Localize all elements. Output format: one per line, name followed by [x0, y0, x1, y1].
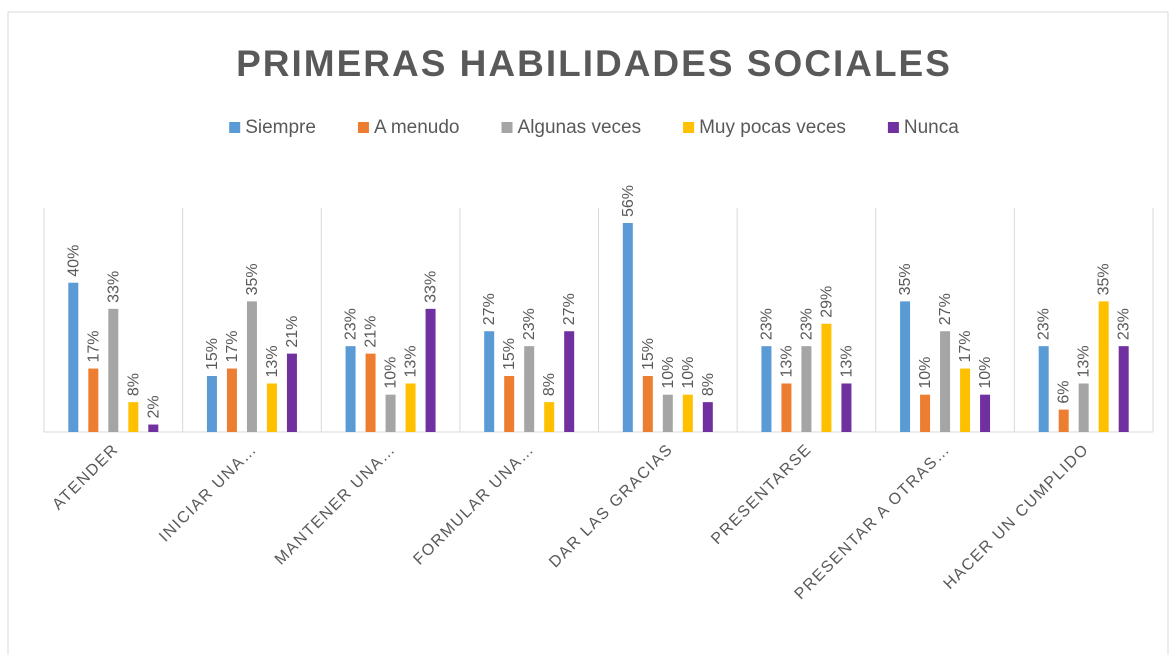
bar	[920, 394, 931, 432]
bar	[484, 331, 495, 432]
bar	[940, 331, 951, 432]
data-label: 8%	[541, 373, 558, 396]
data-label: 23%	[798, 308, 815, 340]
bar	[622, 223, 633, 432]
data-label: 40%	[65, 245, 82, 277]
data-label: 10%	[383, 357, 400, 389]
data-label: 15%	[204, 338, 221, 370]
bar	[841, 383, 852, 432]
bar	[1118, 346, 1129, 432]
data-label: 17%	[957, 331, 974, 363]
bar	[148, 424, 159, 432]
bar	[781, 383, 792, 432]
data-label: 23%	[1036, 308, 1053, 340]
bar	[345, 346, 356, 432]
data-label: 23%	[343, 308, 360, 340]
bar	[365, 353, 376, 432]
bar	[761, 346, 772, 432]
bar	[662, 394, 673, 432]
bar	[108, 308, 119, 432]
bar	[405, 383, 416, 432]
chart-border	[7, 11, 1169, 655]
data-label: 33%	[105, 271, 122, 303]
data-label: 23%	[1116, 308, 1133, 340]
bar	[385, 394, 396, 432]
bar	[1078, 383, 1089, 432]
data-label: 56%	[620, 185, 637, 217]
data-label: 8%	[700, 373, 717, 396]
bar	[88, 368, 99, 432]
data-label: 27%	[937, 293, 954, 325]
legend-swatch	[357, 122, 369, 133]
data-label: 27%	[481, 293, 498, 325]
data-label: 2%	[145, 395, 162, 418]
bar	[821, 323, 832, 432]
bar	[702, 402, 713, 432]
bar	[960, 368, 971, 432]
data-label: 33%	[423, 271, 440, 303]
legend-label: Muy pocas veces	[699, 117, 846, 138]
legend-swatch	[887, 122, 899, 133]
data-label: 13%	[403, 345, 420, 377]
data-label: 10%	[660, 357, 677, 389]
data-label: 23%	[758, 308, 775, 340]
data-label: 8%	[125, 373, 142, 396]
bar	[682, 394, 693, 432]
data-label: 13%	[838, 345, 855, 377]
data-label: 13%	[778, 345, 795, 377]
data-label: 27%	[561, 293, 578, 325]
bar	[900, 301, 911, 432]
bar	[425, 308, 436, 432]
data-label: 35%	[244, 263, 261, 295]
data-label: 23%	[521, 308, 538, 340]
data-label: 15%	[501, 338, 518, 370]
legend-swatch	[683, 122, 695, 133]
data-label: 35%	[1096, 263, 1113, 295]
legend-label: Siempre	[245, 117, 316, 138]
bar	[801, 346, 812, 432]
bar	[226, 368, 237, 432]
data-label: 10%	[680, 357, 697, 389]
data-label: 10%	[977, 357, 994, 389]
data-label: 10%	[917, 357, 934, 389]
legend-swatch	[229, 122, 241, 133]
data-label: 6%	[1056, 380, 1073, 403]
bar	[1098, 301, 1109, 432]
bar	[504, 376, 515, 432]
chart-title: PRIMERAS HABILIDADES SOCIALES	[236, 43, 952, 84]
bar	[266, 383, 277, 432]
bar	[68, 282, 79, 432]
bar	[1058, 409, 1069, 432]
bar	[128, 402, 139, 432]
bar	[246, 301, 257, 432]
legend-swatch	[501, 122, 513, 133]
bar	[1038, 346, 1049, 432]
legend-label: Algunas veces	[518, 117, 642, 138]
data-label: 35%	[897, 263, 914, 295]
bar	[564, 331, 575, 432]
bar	[642, 376, 653, 432]
bar	[524, 346, 535, 432]
data-label: 15%	[640, 338, 657, 370]
bar	[980, 394, 991, 432]
data-label: 29%	[818, 286, 835, 318]
legend-label: Nunca	[904, 117, 959, 138]
data-label: 13%	[1076, 345, 1093, 377]
data-label: 21%	[284, 316, 301, 348]
bar	[286, 353, 297, 432]
data-label: 21%	[363, 316, 380, 348]
legend-label: A menudo	[374, 117, 460, 138]
data-label: 13%	[264, 345, 281, 377]
bar	[544, 402, 555, 432]
data-label: 17%	[224, 331, 241, 363]
bar	[206, 376, 217, 432]
data-label: 17%	[85, 331, 102, 363]
